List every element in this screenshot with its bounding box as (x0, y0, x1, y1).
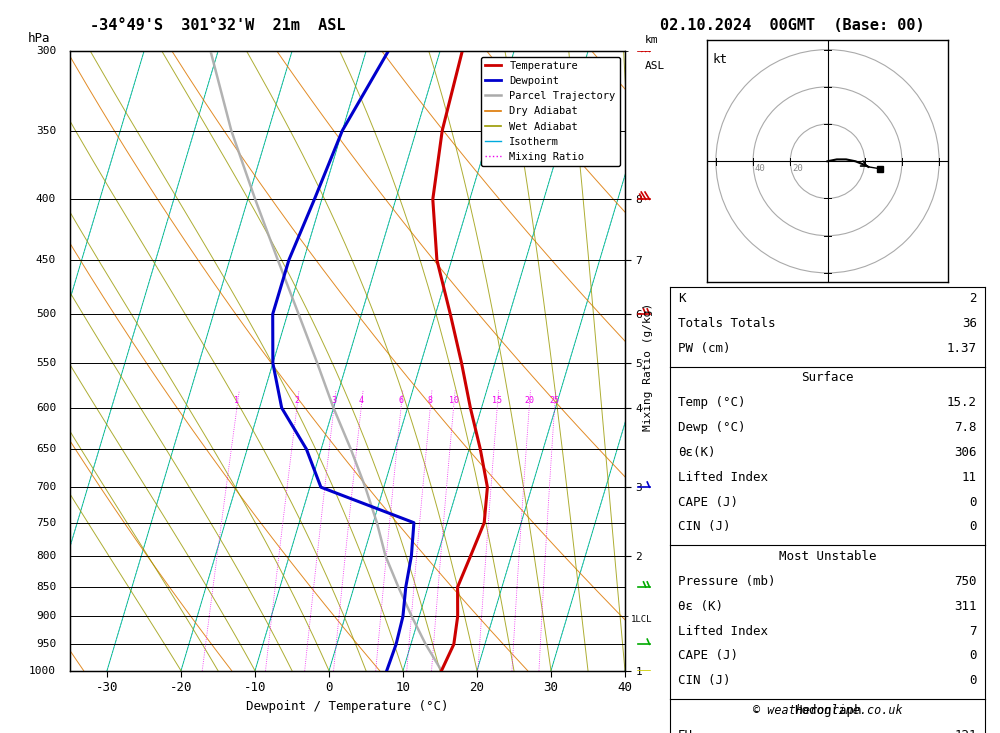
X-axis label: Dewpoint / Temperature (°C): Dewpoint / Temperature (°C) (246, 700, 449, 712)
Text: 700: 700 (36, 482, 56, 492)
Text: 550: 550 (36, 358, 56, 368)
Text: 10: 10 (449, 397, 459, 405)
Text: CAPE (J): CAPE (J) (678, 496, 738, 509)
Text: Mixing Ratio (g/kg): Mixing Ratio (g/kg) (643, 303, 653, 430)
Text: 15: 15 (492, 397, 502, 405)
Text: 3: 3 (331, 397, 336, 405)
Text: Most Unstable: Most Unstable (779, 550, 876, 563)
Text: Dewp (°C): Dewp (°C) (678, 421, 746, 434)
Text: Temp (°C): Temp (°C) (678, 396, 746, 409)
Text: 2: 2 (970, 292, 977, 305)
Text: PW (cm): PW (cm) (678, 342, 730, 355)
Text: 600: 600 (36, 403, 56, 413)
Text: Totals Totals: Totals Totals (678, 317, 776, 330)
Text: Hodograph: Hodograph (794, 704, 861, 717)
Text: 6: 6 (398, 397, 403, 405)
Text: © weatheronline.co.uk: © weatheronline.co.uk (753, 704, 902, 717)
Text: 15.2: 15.2 (947, 396, 977, 409)
Text: 0: 0 (970, 649, 977, 663)
Text: 4: 4 (359, 397, 364, 405)
Text: 40: 40 (755, 163, 766, 172)
Text: km: km (644, 35, 658, 45)
Text: ASL: ASL (644, 61, 665, 70)
Text: 450: 450 (36, 255, 56, 265)
Text: 7.8: 7.8 (954, 421, 977, 434)
Text: 500: 500 (36, 309, 56, 319)
Text: 121: 121 (954, 729, 977, 733)
Text: 350: 350 (36, 125, 56, 136)
Text: 20: 20 (524, 397, 534, 405)
Text: Lifted Index: Lifted Index (678, 625, 768, 638)
Text: 311: 311 (954, 600, 977, 613)
Text: 306: 306 (954, 446, 977, 459)
Text: Surface: Surface (801, 371, 854, 384)
Legend: Temperature, Dewpoint, Parcel Trajectory, Dry Adiabat, Wet Adiabat, Isotherm, Mi: Temperature, Dewpoint, Parcel Trajectory… (481, 56, 620, 166)
Text: 36: 36 (962, 317, 977, 330)
Text: 0: 0 (970, 520, 977, 534)
Text: 0: 0 (970, 496, 977, 509)
Text: hPa: hPa (28, 32, 51, 45)
Text: EH: EH (678, 729, 693, 733)
Text: 0: 0 (970, 674, 977, 688)
Text: Pressure (mb): Pressure (mb) (678, 575, 776, 588)
Text: kt: kt (712, 54, 727, 67)
Text: 11: 11 (962, 471, 977, 484)
Text: 750: 750 (954, 575, 977, 588)
Text: 1: 1 (234, 397, 239, 405)
Text: 650: 650 (36, 444, 56, 454)
Text: 1LCL: 1LCL (631, 615, 652, 624)
Text: 7: 7 (970, 625, 977, 638)
Text: 750: 750 (36, 517, 56, 528)
Text: -34°49'S  301°32'W  21m  ASL: -34°49'S 301°32'W 21m ASL (90, 18, 346, 33)
Text: CIN (J): CIN (J) (678, 674, 730, 688)
Text: 400: 400 (36, 194, 56, 205)
Text: 800: 800 (36, 551, 56, 561)
Text: θε(K): θε(K) (678, 446, 716, 459)
Text: 850: 850 (36, 582, 56, 592)
Text: 2: 2 (294, 397, 299, 405)
Text: 25: 25 (550, 397, 560, 405)
Text: 900: 900 (36, 611, 56, 622)
Text: CAPE (J): CAPE (J) (678, 649, 738, 663)
Text: 8: 8 (428, 397, 433, 405)
Text: 20: 20 (792, 163, 803, 172)
Text: 950: 950 (36, 639, 56, 649)
Text: θε (K): θε (K) (678, 600, 723, 613)
Text: Lifted Index: Lifted Index (678, 471, 768, 484)
Text: 1.37: 1.37 (947, 342, 977, 355)
Text: K: K (678, 292, 686, 305)
Text: 300: 300 (36, 46, 56, 56)
Text: CIN (J): CIN (J) (678, 520, 730, 534)
Text: 1000: 1000 (29, 666, 56, 676)
Text: 02.10.2024  00GMT  (Base: 00): 02.10.2024 00GMT (Base: 00) (660, 18, 925, 33)
